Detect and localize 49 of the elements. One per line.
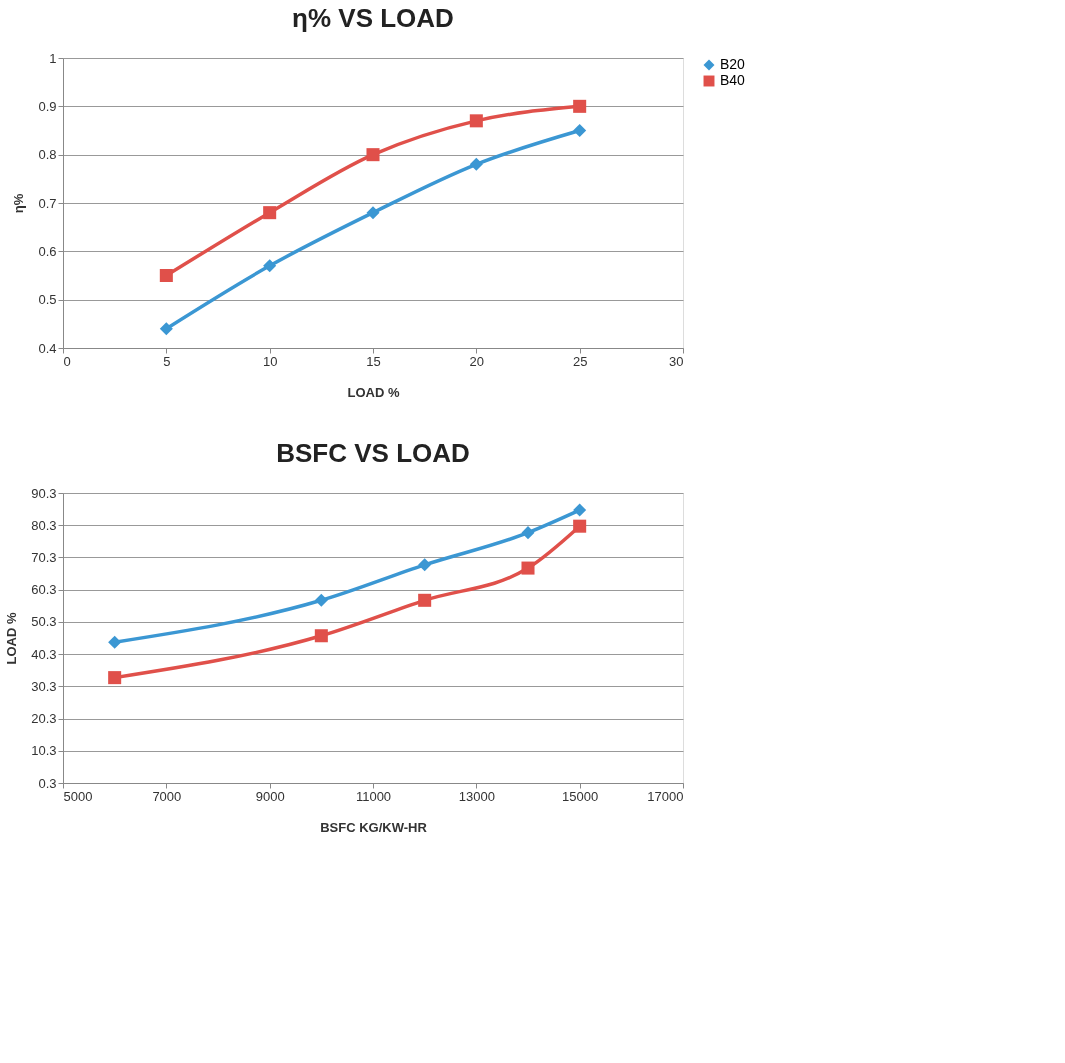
x-tick-label: 9000 [255,788,285,804]
x-tick-label: 7000 [152,788,182,804]
chart-title: η% VS LOAD [292,3,454,33]
point [573,99,587,113]
x-axis-title: BSFC KG/KW-HR [320,819,428,835]
y-tick-label: 20.3 [31,711,57,727]
point [469,114,483,128]
y-tick-label: 10.3 [31,743,57,759]
x-tick-label: 10 [262,353,278,369]
y-tick-label: 0.5 [38,292,57,308]
y-tick-label: 0.9 [38,98,57,114]
y-tick-label: 50.3 [31,614,57,630]
y-tick-label: 0.8 [38,147,57,163]
y-tick-label: 0.6 [38,243,57,259]
y-tick-label: 0.7 [38,195,57,211]
y-tick-label: 80.3 [31,517,57,533]
x-tick-label: 20 [469,353,485,369]
y-tick-label: 0.4 [38,340,57,356]
x-axis-title: LOAD % [347,384,400,400]
point [469,157,483,171]
legend-label: B40 [720,72,746,88]
point [263,206,277,220]
x-tick-label: 25 [572,353,588,369]
y-axis-title: η% [11,193,27,214]
x-tick-label: 13000 [458,788,495,804]
point [573,123,587,138]
point [263,259,277,273]
x-tick-label: 30 [669,353,684,369]
chart-title: BSFC VS LOAD [276,438,470,468]
legend-label: B20 [720,56,746,72]
x-tick-label: 5 [163,353,171,369]
y-tick-label: 30.3 [31,678,57,694]
x-tick-label: 15 [366,353,381,369]
y-tick-label: 90.3 [31,485,57,501]
x-tick-label: 11000 [355,788,392,804]
y-tick-label: 60.3 [31,582,57,598]
x-tick-label: 0 [63,353,71,369]
y-tick-label: 40.3 [31,646,57,662]
x-tick-label: 17000 [647,788,684,804]
x-tick-label: 15000 [562,788,599,804]
x-tick-label: 5000 [63,788,93,804]
y-tick-label: 1 [49,50,57,66]
point [159,322,173,336]
point [366,206,380,220]
point [366,148,380,162]
y-axis-title: LOAD % [4,612,20,665]
y-tick-label: 70.3 [31,549,57,565]
y-tick-label: 0.3 [38,775,57,791]
point [159,268,173,283]
